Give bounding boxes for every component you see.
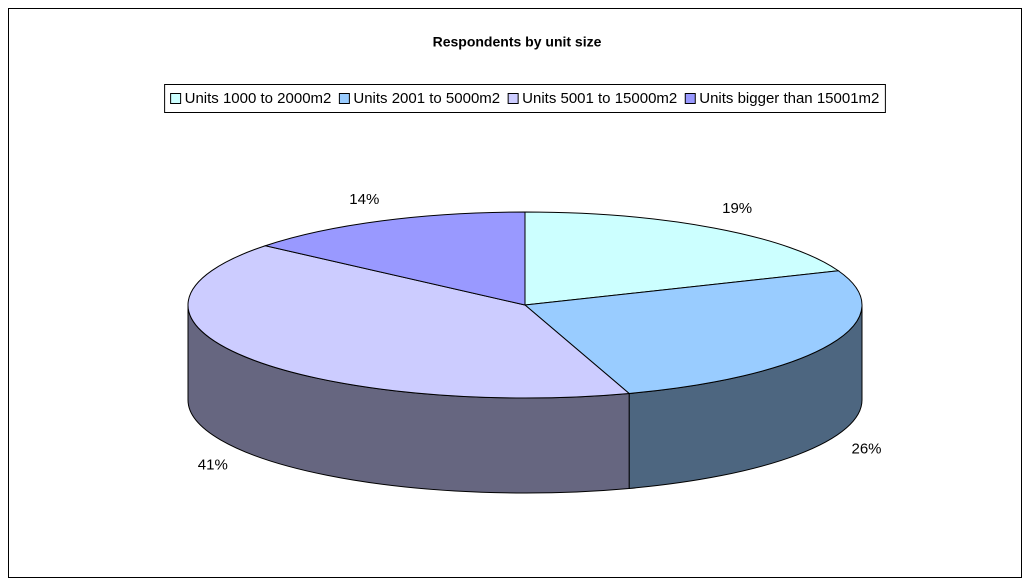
legend-label: Units 2001 to 5000m2 — [353, 90, 500, 107]
chart-title: Respondents by unit size — [433, 34, 602, 50]
data-label: 41% — [198, 456, 228, 473]
legend-swatch — [684, 93, 696, 104]
slice — [524, 211, 840, 306]
legend-swatch — [170, 93, 182, 104]
data-label: 26% — [852, 440, 882, 457]
legend-label: Units 1000 to 2000m2 — [185, 90, 332, 107]
legend: Units 1000 to 2000m2 Units 2001 to 5000m2… — [164, 84, 886, 113]
legend-label: Units 5001 to 15000m2 — [522, 90, 677, 107]
legend-swatch — [338, 93, 350, 104]
data-label: 19% — [722, 200, 752, 217]
slice — [187, 245, 631, 399]
data-label: 14% — [349, 191, 379, 208]
legend-label: Units bigger than 15001m2 — [699, 90, 879, 107]
legend-box — [164, 84, 886, 113]
legend-swatch — [507, 93, 519, 104]
slice — [523, 270, 863, 394]
slice — [263, 211, 526, 306]
